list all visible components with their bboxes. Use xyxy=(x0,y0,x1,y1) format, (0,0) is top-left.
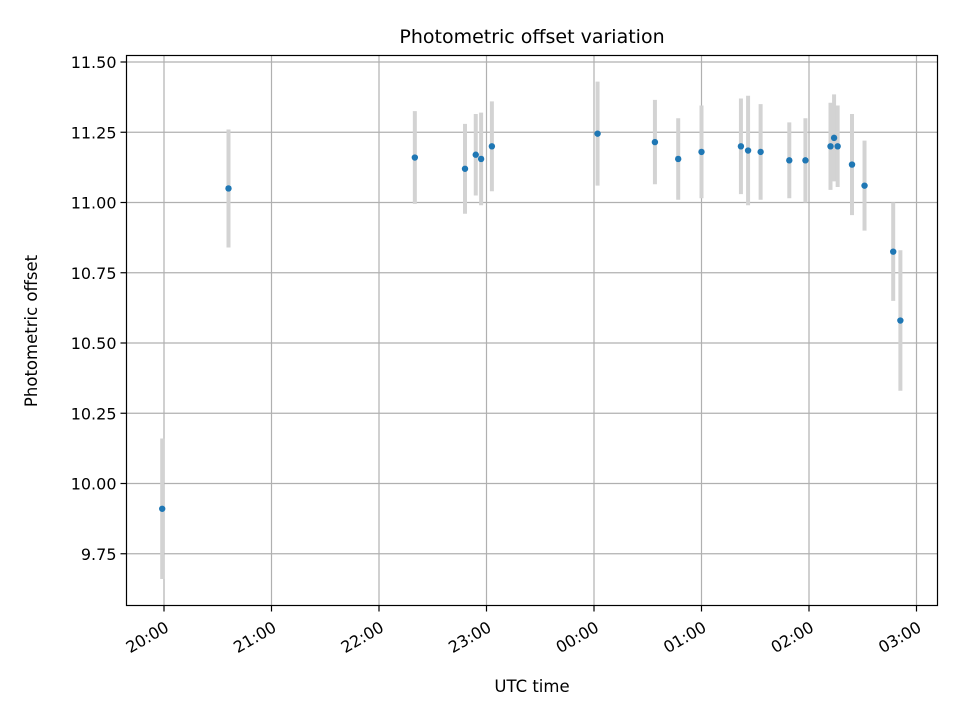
data-point xyxy=(830,134,838,142)
data-point xyxy=(861,182,868,189)
plot-frame xyxy=(125,54,939,607)
y-axis: 9.75 10.00 10.25 10.50 10.75 11.00 11.25 11.50 xyxy=(71,53,127,564)
point-layer xyxy=(159,130,904,512)
y-axis-label: Photometric offset xyxy=(22,254,41,407)
x-axis-label: UTC time xyxy=(494,677,569,696)
y-tick-label: 11.50 xyxy=(71,53,117,72)
data-point xyxy=(786,157,793,164)
y-tick-label: 11.00 xyxy=(71,194,117,213)
data-point xyxy=(461,165,469,172)
y-tick-label: 10.00 xyxy=(71,475,117,494)
y-tick-label: 10.25 xyxy=(71,404,117,423)
data-point xyxy=(897,317,904,324)
chart-title: Photometric offset variation xyxy=(399,26,664,48)
data-point xyxy=(675,155,682,163)
y-tick-label: 10.50 xyxy=(71,334,117,353)
data-point xyxy=(159,505,166,512)
data-point xyxy=(411,154,419,161)
data-point xyxy=(651,138,659,146)
data-point xyxy=(827,143,834,150)
data-point xyxy=(472,151,479,158)
data-point xyxy=(802,157,809,164)
data-point xyxy=(594,130,601,137)
data-point xyxy=(744,147,752,154)
data-point xyxy=(477,155,485,163)
data-point xyxy=(757,148,764,156)
y-tick-label: 10.75 xyxy=(71,264,117,283)
data-point xyxy=(834,143,841,150)
y-tick-label: 9.75 xyxy=(81,545,117,564)
data-point xyxy=(848,161,856,168)
data-point xyxy=(698,148,705,156)
data-point xyxy=(890,248,897,255)
y-tick-label: 11.25 xyxy=(71,123,117,142)
data-point xyxy=(488,143,496,150)
data-point xyxy=(737,143,745,150)
data-point xyxy=(225,185,232,192)
